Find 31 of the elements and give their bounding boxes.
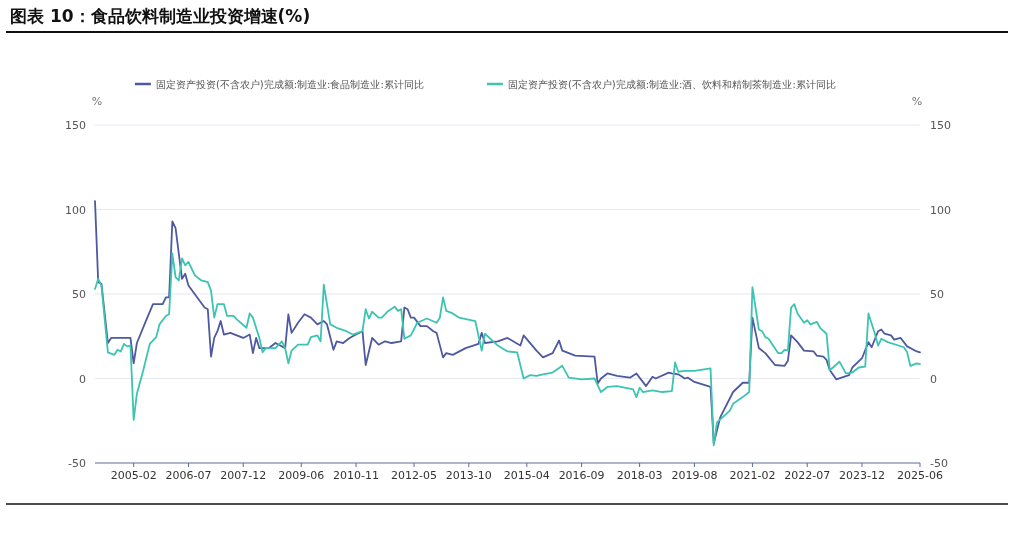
- y-tick-label: 50: [72, 288, 86, 301]
- y-tick-label: -50: [68, 457, 86, 470]
- y2-tick-label: 100: [930, 203, 951, 217]
- legend-label: 固定资产投资(不含农户)完成额:制造业:酒、饮料和精制茶制造业:累计同比: [507, 79, 836, 90]
- x-tick-label: 2013-10: [445, 469, 492, 482]
- y2-axis-title: %: [911, 95, 923, 108]
- x-tick-label: 2012-05: [391, 469, 438, 482]
- x-tick-label: 2025-06: [897, 469, 943, 482]
- x-tick-label: 2005-02: [110, 469, 157, 482]
- x-tick-label: 2016-09: [558, 469, 605, 482]
- x-tick-label: 2006-07: [165, 469, 212, 482]
- x-tick-label: 2007-12: [220, 469, 267, 482]
- y-tick-label: 100: [65, 203, 86, 217]
- x-tick-label: 2021-02: [729, 469, 776, 482]
- x-tick-label: 2022-07: [784, 469, 831, 482]
- x-tick-label: 2023-12: [839, 469, 885, 482]
- y-tick-label: 0: [79, 372, 86, 386]
- y2-tick-label: 50: [930, 288, 944, 301]
- x-tick-label: 2009-06: [278, 469, 325, 482]
- line-series: [94, 252, 921, 447]
- y2-tick-label: -50: [930, 457, 948, 470]
- y2-tick-label: 0: [930, 372, 937, 386]
- legend-label: 固定资产投资(不含农户)完成额:制造业:食品制造业:累计同比: [155, 79, 424, 90]
- x-tick-label: 2019-08: [671, 469, 718, 482]
- x-tick-label: 2010-11: [333, 469, 380, 482]
- y2-tick-label: 150: [930, 119, 951, 132]
- y-tick-label: 150: [65, 119, 86, 132]
- chart-title: 图表 10：食品饮料制造业投资增速(%): [10, 6, 311, 26]
- x-tick-label: 2018-03: [616, 469, 663, 482]
- x-tick-label: 2015-04: [503, 469, 550, 482]
- y-axis-title: %: [91, 95, 103, 108]
